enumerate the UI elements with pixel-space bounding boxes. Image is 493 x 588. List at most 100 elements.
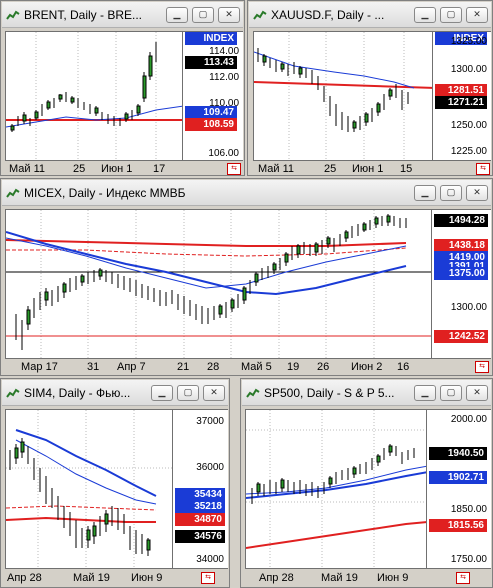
x-tick-label: 19 (287, 361, 300, 373)
ma-price-tag: 1242.52 (434, 330, 488, 343)
close-button[interactable]: ✕ (218, 6, 240, 23)
ma-price-tag: 1815.56 (429, 519, 487, 532)
brent-titlebar[interactable]: BRENT, Daily - BRE... ▁ ▢ ✕ (2, 2, 243, 28)
ma-price-tag: 1902.71 (429, 471, 487, 484)
chart-icon (253, 10, 267, 20)
x-tick-label: Июн 1 (101, 163, 133, 175)
brent-price-axis: INDEX 114.00 113.43 112.00 110.00 109.47… (183, 31, 243, 161)
y-tick-label: 1325.00 (450, 36, 487, 47)
y-tick-label: 36000 (196, 462, 224, 473)
autoscroll-icon[interactable]: ⇆ (227, 163, 241, 175)
brent-plot-area[interactable] (5, 31, 183, 161)
ma-price-tag: 1281.51 (435, 84, 487, 97)
sp500-chart-window[interactable]: SP500, Daily - S & P 5... ▁ ▢ ✕ 2000.0 (240, 378, 493, 588)
x-tick-label: 28 (207, 361, 220, 373)
xauusd-chart-svg (254, 32, 432, 160)
current-price-tag: 1271.21 (435, 96, 487, 109)
maximize-button[interactable]: ▢ (192, 6, 214, 23)
y-tick-label: 1850.00 (450, 504, 487, 515)
x-tick-label: Апр 28 (7, 572, 42, 584)
x-tick-label: Мар 17 (21, 361, 58, 373)
chart-icon (6, 10, 20, 20)
y-tick-label: 1300.00 (450, 64, 487, 75)
current-price-tag: 1494.28 (434, 214, 488, 227)
autoscroll-icon[interactable]: ⇆ (456, 572, 470, 584)
sim4-titlebar[interactable]: SIM4, Daily - Фью... ▁ ▢ ✕ (2, 380, 228, 406)
index-badge: INDEX (185, 32, 237, 45)
chart-icon (6, 388, 20, 398)
x-tick-label: 16 (397, 361, 410, 373)
maximize-button[interactable]: ▢ (440, 184, 462, 201)
x-tick-label: 25 (73, 163, 86, 175)
x-tick-label: 31 (87, 361, 100, 373)
xauusd-plot-area[interactable] (253, 31, 433, 161)
sim4-chart-svg (6, 410, 172, 568)
y-tick-label: 37000 (196, 416, 224, 427)
sp500-chart-svg (246, 410, 426, 568)
x-tick-label: Июн 9 (131, 572, 163, 584)
x-tick-label: Апр 7 (117, 361, 146, 373)
ma-price-tag: 108.59 (185, 118, 237, 131)
xauusd-chart-window[interactable]: XAUUSD.F, Daily - ... ▁ ▢ ✕ INDEX (247, 0, 493, 176)
x-tick-label: Май 19 (321, 572, 358, 584)
y-tick-label: 1250.00 (450, 120, 487, 131)
ma-price-tag: 35218 (175, 500, 225, 513)
x-tick-label: Июн 9 (377, 572, 409, 584)
current-price-tag: 113.43 (185, 56, 237, 69)
minimize-button[interactable]: ▁ (166, 6, 188, 23)
y-tick-label: 1300.00 (450, 302, 487, 313)
xauusd-price-axis: INDEX 1325.00 1300.00 1281.51 1271.21 12… (433, 31, 491, 161)
x-tick-label: 21 (177, 361, 190, 373)
ma-price-tag: 35434 (175, 488, 225, 501)
y-tick-label: 2000.00 (450, 414, 487, 425)
x-tick-label: Июн 2 (351, 361, 383, 373)
autoscroll-icon[interactable]: ⇆ (476, 163, 490, 175)
maximize-button[interactable]: ▢ (440, 384, 462, 401)
micex-titlebar[interactable]: MICEX, Daily - Индекс ММВБ ▁ ▢ ✕ (2, 180, 491, 206)
ma-price-tag: 1375.00 (434, 267, 488, 280)
sp500-plot-area[interactable] (245, 409, 427, 569)
y-tick-label: 34000 (196, 554, 224, 565)
minimize-button[interactable]: ▁ (414, 6, 436, 23)
xauusd-titlebar[interactable]: XAUUSD.F, Daily - ... ▁ ▢ ✕ (249, 2, 491, 28)
micex-chart-svg (6, 210, 431, 358)
current-price-tag: 34576 (175, 530, 225, 543)
chart-icon (246, 388, 260, 398)
micex-plot-area[interactable] (5, 209, 432, 359)
x-tick-label: 25 (324, 163, 337, 175)
autoscroll-icon[interactable]: ⇆ (475, 361, 489, 373)
maximize-button[interactable]: ▢ (177, 384, 199, 401)
x-tick-label: Май 19 (73, 572, 110, 584)
x-tick-label: 26 (317, 361, 330, 373)
sim4-chart-window[interactable]: SIM4, Daily - Фью... ▁ ▢ ✕ 3700 (0, 378, 230, 588)
ma-price-tag: 109.47 (185, 106, 237, 119)
sp500-titlebar[interactable]: SP500, Daily - S & P 5... ▁ ▢ ✕ (242, 380, 491, 406)
brent-title: BRENT, Daily - BRE... (24, 7, 143, 22)
sp500-title: SP500, Daily - S & P 5... (264, 385, 395, 400)
sim4-title: SIM4, Daily - Фью... (24, 385, 131, 400)
close-button[interactable]: ✕ (466, 184, 488, 201)
x-tick-label: Май 11 (258, 163, 295, 175)
micex-price-axis: 1494.28 1438.18 1419.00 1391.01 1375.00 … (432, 209, 491, 359)
x-tick-label: Апр 28 (259, 572, 294, 584)
maximize-button[interactable]: ▢ (440, 6, 462, 23)
minimize-button[interactable]: ▁ (414, 384, 436, 401)
y-tick-label: 114.00 (209, 46, 239, 57)
minimize-button[interactable]: ▁ (414, 184, 436, 201)
autoscroll-icon[interactable]: ⇆ (201, 572, 215, 584)
y-tick-label: 1225.00 (450, 146, 487, 157)
brent-chart-window[interactable]: BRENT, Daily - BRE... ▁ ▢ ✕ (0, 0, 245, 176)
close-button[interactable]: ✕ (203, 384, 225, 401)
close-button[interactable]: ✕ (466, 6, 488, 23)
micex-chart-window[interactable]: MICEX, Daily - Индекс ММВБ ▁ ▢ ✕ (0, 178, 493, 376)
ma-price-tag: 34870 (175, 513, 225, 526)
y-tick-label: 1750.00 (450, 554, 487, 565)
x-tick-label: 15 (400, 163, 413, 175)
x-tick-label: Май 11 (9, 163, 46, 175)
sim4-plot-area[interactable] (5, 409, 173, 569)
minimize-button[interactable]: ▁ (151, 384, 173, 401)
y-tick-label: 112.00 (209, 72, 239, 83)
close-button[interactable]: ✕ (466, 384, 488, 401)
xauusd-title: XAUUSD.F, Daily - ... (271, 7, 385, 22)
x-tick-label: 17 (153, 163, 166, 175)
